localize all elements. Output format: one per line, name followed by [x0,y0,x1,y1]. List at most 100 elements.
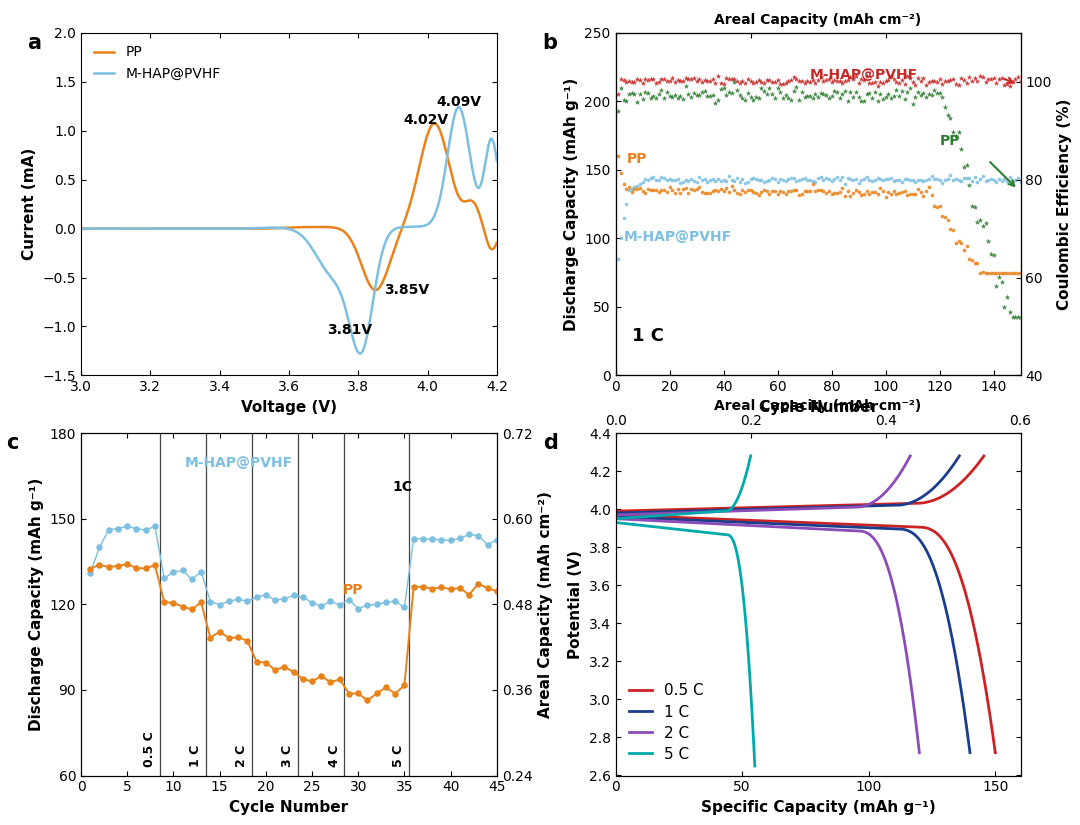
Point [942,73,959,87]
Point [961,71,978,84]
Point [879,87,896,101]
Point [753,186,770,199]
Text: b: b [542,33,557,53]
Point [955,171,972,184]
Point [810,183,827,196]
Point [804,91,821,104]
Point [782,73,799,87]
Point [947,77,964,90]
Point [688,88,705,101]
Point [820,73,837,86]
Point [912,186,929,199]
Point [433,534,450,547]
Point [647,173,664,186]
Point [909,85,927,98]
Point [750,188,767,201]
Point [623,182,640,196]
Point [146,559,163,572]
Point [699,186,716,200]
Point [750,73,767,87]
Point [801,184,819,197]
Point [661,181,678,194]
PP [437,139,450,148]
Point [691,171,708,184]
Point [998,266,1015,279]
Point [747,75,765,88]
Point [1012,310,1029,323]
Text: 3 C: 3 C [282,745,295,767]
Point [780,185,797,198]
Point [645,171,662,184]
Point [963,74,981,87]
Legend: 0.5 C, 1 C, 2 C, 5 C: 0.5 C, 1 C, 2 C, 5 C [623,677,711,768]
Point [717,182,734,195]
Point [720,73,738,86]
Point [982,248,999,261]
Point [879,73,896,87]
Point [963,253,981,266]
Point [639,173,657,186]
Point [747,186,765,200]
Point [704,73,721,86]
Point [405,532,422,545]
Point [864,174,881,187]
M-HAP@PVHF [147,224,160,233]
Point [642,183,659,196]
Point [764,172,781,185]
Point [618,182,635,196]
Point [798,89,816,102]
Point [980,235,997,248]
X-axis label: Areal Capacity (mAh cm⁻²): Areal Capacity (mAh cm⁻²) [715,399,921,413]
Point [704,185,721,198]
Point [886,72,903,85]
Point [994,276,1011,289]
Point [868,187,886,200]
Point [669,172,687,186]
Text: 4 C: 4 C [327,745,340,767]
Point [1007,266,1024,279]
Point [322,595,339,608]
Point [377,681,394,694]
Point [395,601,413,614]
Point [764,76,781,89]
Point [1004,310,1022,323]
Point [1004,75,1022,88]
Point [625,181,643,194]
Point [926,83,943,97]
Point [691,181,708,194]
X-axis label: Cycle Number: Cycle Number [229,800,349,815]
Point [926,172,943,186]
Text: 1 C: 1 C [189,745,202,767]
Point [922,88,940,101]
Point [832,92,849,105]
Point [377,596,394,609]
Point [387,687,404,700]
Point [977,75,995,88]
Point [777,76,794,89]
Point [728,74,745,87]
M-HAP@PVHF [353,349,366,359]
Point [886,185,903,198]
Text: 5 C: 5 C [392,745,405,767]
Text: 1C: 1C [393,480,413,494]
Point [996,266,1013,279]
Point [693,185,711,198]
Point [922,74,940,87]
M-HAP@PVHF [252,223,265,233]
Point [710,172,727,186]
Point [890,77,907,90]
Point [677,174,694,187]
Point [211,598,228,611]
Point [760,82,778,95]
Point [896,185,914,198]
Point [285,665,302,678]
Point [825,73,842,87]
Point [368,598,386,611]
Point [612,81,630,94]
Point [798,174,816,187]
Point [691,73,708,86]
Point [947,130,964,143]
Point [912,88,929,101]
Point [785,172,802,185]
Point [907,175,924,188]
